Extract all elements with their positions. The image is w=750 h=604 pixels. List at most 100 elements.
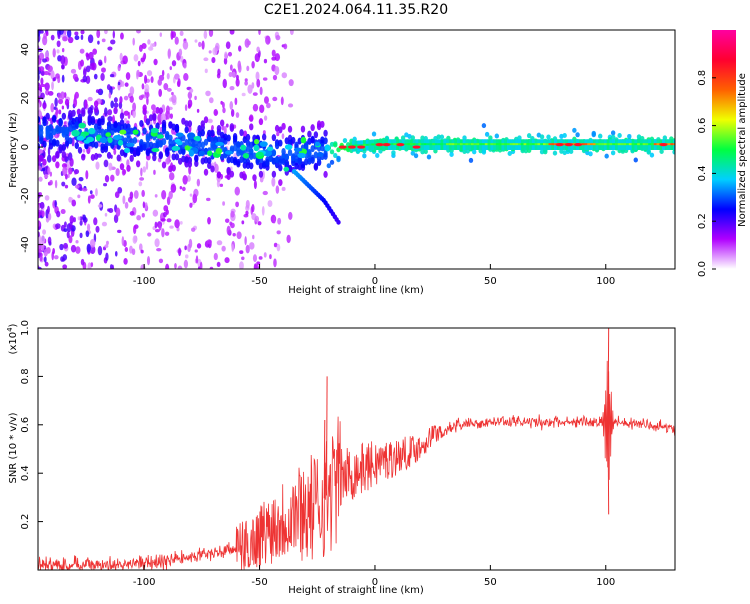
spectrogram-speckle [166,87,172,92]
colorbar-label: Normalized spectral amplitude [737,73,748,227]
spectrogram-speckle [131,248,136,256]
spectrogram-hotspot [412,145,421,149]
spectrogram-speckle [251,204,255,213]
snr-frame [37,327,676,571]
spectrogram-band-cell [352,136,357,142]
spectrogram-band-cell [142,104,147,112]
spectrogram-blob [175,132,184,137]
spectrogram-speckle [61,48,65,53]
spectrogram-band-cell [64,98,70,106]
spectrogram-speckle [93,217,98,226]
spectrogram-band-cell [323,129,328,137]
spectrogram-band-cell [265,158,270,166]
spectrogram-speckle [129,86,135,96]
spectrogram-speckle [50,34,55,41]
spectrogram-speckle [208,30,214,37]
spectrogram-speckle [272,74,278,81]
spectrogram-band-cell [472,149,477,155]
spectrogram-ridge-core [468,143,472,146]
spectrogram-band-cell [258,170,264,178]
spectrogram-band-cell [371,131,377,137]
spectrogram-band-cell [271,170,277,178]
spectrogram-speckle [69,157,74,167]
spectrogram-speckle [43,174,49,179]
spectrogram-speckle [163,83,169,91]
spectrogram-speckle [185,254,189,259]
spectrogram-blob [283,166,290,172]
spectrogram-speckle [281,133,285,140]
spectrogram-speckle [113,102,119,108]
spectrogram-band-cell [575,132,580,138]
spectrogram-ridge-core [410,143,414,146]
spectrogram-y-axis-label: Frequency (Hz) [8,112,19,188]
spectrogram-blob [259,141,268,148]
spectrogram-speckle [269,254,272,260]
spectrogram-speckle [234,186,240,196]
spectrogram-speckle [38,86,42,91]
spectrogram-ridge-core [418,143,422,146]
colorbar-tick-label: 0.8 [697,70,708,86]
spectrogram-speckle [153,169,156,175]
spectrogram-ridge-core [598,143,602,146]
spectrogram-speckle [154,194,158,198]
spectrogram-ridge-core [440,143,444,146]
spectrogram-band-cell [68,167,73,175]
spectrogram-speckle [186,175,191,182]
snr-x-axis-label: Height of straight line (km) [288,585,424,596]
spectrogram-blob [188,149,195,157]
spectrogram-speckle [184,104,188,112]
spectrogram-speckle [101,221,108,227]
spectrogram-band-cell [462,135,467,141]
spectrogram-speckle [44,261,49,267]
spectrogram-speckle [273,242,278,248]
spectrogram-band-cell [297,157,302,165]
spectrogram-speckle [40,83,46,88]
spectrogram-speckle [273,216,276,224]
spectrogram-blob [71,129,80,137]
spectrogram-speckle [245,199,250,209]
spectrogram-speckle [146,70,153,77]
spectrogram-ridge-core [504,143,508,146]
spectrogram-blob [297,152,306,159]
spectrogram-band-cell [203,116,209,124]
spectrogram-band-cell [161,138,167,146]
spectrogram-speckle [74,184,80,189]
spectrogram-speckle [263,96,269,104]
spectrogram-speckle [132,37,135,46]
spectrogram-hotspot [396,143,405,147]
spectrogram-band-cell [627,133,632,139]
spectrogram-speckle [114,191,120,199]
spectrogram-speckle [85,52,89,58]
spectrogram-hotspot [659,143,668,147]
spectrogram-blob [207,150,213,157]
spectrogram-band-cell [42,158,47,166]
spectrogram-speckle [117,81,121,86]
spectrogram-speckle [68,221,73,230]
spectrogram-speckle [207,119,213,123]
spectrogram-speckle [144,83,150,93]
spectrogram-y-tick-label: 40 [20,43,31,56]
snr-spike [325,376,328,496]
spectrogram-band-cell [93,152,99,160]
spectrogram-speckle [141,83,145,90]
spectrogram-speckle [281,186,286,191]
spectrogram-speckle [38,165,43,171]
spectrogram-ridge-core [462,143,466,146]
spectrogram-speckle [174,36,179,45]
spectrogram-band-cell [278,164,283,172]
spectrogram-band-cell [81,153,86,161]
spectrogram-band-cell [90,116,96,124]
spectrogram-band-cell [539,134,545,140]
spectrogram-band-cell [278,126,283,134]
spectrogram-band-cell [468,157,474,163]
spectrogram-speckle [219,183,224,187]
spectrogram-speckle [179,185,183,190]
spectrogram-speckle [61,257,65,262]
spectrogram-blob [198,150,205,157]
spectrogram-speckle [90,262,94,268]
spectrogram-speckle [98,61,103,66]
spectrogram-ridge-core [432,143,436,146]
spectrogram-band-cell [38,116,41,124]
spectrogram-band-cell [168,165,173,173]
